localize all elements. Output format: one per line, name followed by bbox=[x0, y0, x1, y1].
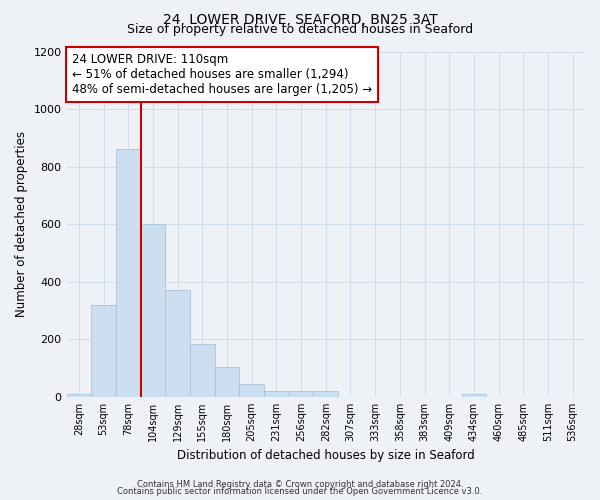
Text: 24, LOWER DRIVE, SEAFORD, BN25 3AT: 24, LOWER DRIVE, SEAFORD, BN25 3AT bbox=[163, 12, 437, 26]
Bar bbox=[289, 391, 313, 397]
Text: Contains HM Land Registry data © Crown copyright and database right 2024.: Contains HM Land Registry data © Crown c… bbox=[137, 480, 463, 489]
Bar bbox=[116, 150, 140, 397]
Bar bbox=[190, 344, 215, 397]
Bar bbox=[91, 305, 116, 397]
Bar bbox=[264, 391, 289, 397]
Text: Contains public sector information licensed under the Open Government Licence v3: Contains public sector information licen… bbox=[118, 487, 482, 496]
Bar bbox=[313, 391, 338, 397]
Bar bbox=[140, 224, 165, 397]
Bar bbox=[165, 290, 190, 397]
Bar bbox=[239, 384, 264, 397]
Text: Size of property relative to detached houses in Seaford: Size of property relative to detached ho… bbox=[127, 22, 473, 36]
Bar bbox=[461, 394, 486, 397]
Bar bbox=[215, 366, 239, 397]
Y-axis label: Number of detached properties: Number of detached properties bbox=[15, 131, 28, 317]
X-axis label: Distribution of detached houses by size in Seaford: Distribution of detached houses by size … bbox=[177, 450, 475, 462]
Text: 24 LOWER DRIVE: 110sqm
← 51% of detached houses are smaller (1,294)
48% of semi-: 24 LOWER DRIVE: 110sqm ← 51% of detached… bbox=[72, 53, 372, 96]
Bar bbox=[67, 394, 91, 397]
